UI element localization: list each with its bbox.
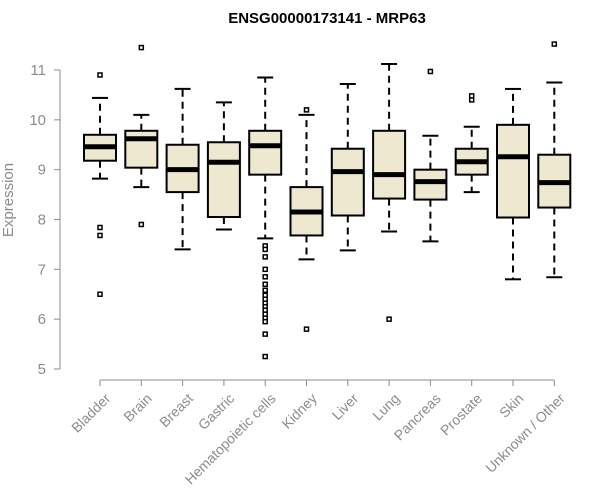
y-tick-label: 5 [38,361,46,378]
x-tick-label: Bladder [68,390,114,436]
outlier-point [262,246,268,253]
iqr-box [248,129,283,176]
outlier-point [138,221,145,228]
x-tick-label: Breast [156,390,196,430]
chart-title: ENSG00000173141 - MRP63 [228,10,426,27]
iqr-box [330,147,365,217]
outlier-point [262,331,268,337]
iqr-box [372,129,407,200]
y-tick-label: 7 [38,261,46,278]
x-tick-label: Lung [369,390,402,423]
y-tick-label: 9 [38,162,46,179]
y-tick-label: 6 [38,311,46,328]
y-tick-label: 10 [29,112,46,129]
y-tick-label: 11 [30,62,46,79]
iqr-box [496,123,530,219]
outlier-point [97,224,103,231]
outlier-point [262,287,268,294]
outlier-point [262,274,268,280]
outlier-point [386,316,392,322]
x-tick-label: Brain [120,390,154,424]
x-tick-label: Skin [496,390,527,421]
outlier-point [468,97,475,103]
outlier-point [97,232,103,239]
iqr-box [413,168,448,201]
box-unknown-other [537,41,572,279]
box-lung [372,63,407,322]
box-kidney [289,107,324,332]
iqr-box [206,141,241,219]
box-liver [330,82,365,252]
outlier-point [551,41,558,47]
outlier-point [262,318,268,325]
y-axis-label: Expression [0,163,17,237]
box-hematopoietic-cells [248,76,283,360]
outlier-point [262,281,268,288]
outlier-point [262,353,268,360]
outlier-point [303,107,310,113]
outlier-point [97,72,103,78]
box-prostate [454,93,489,194]
outlier-point [138,44,145,51]
boxes-group [83,41,572,360]
outlier-point [427,68,434,75]
x-tick-label: Liver [328,390,361,423]
x-tick-label: Prostate [437,390,485,438]
box-gastric [206,101,241,231]
box-brain [124,44,159,228]
x-tick-label: Kidney [278,390,320,432]
outlier-point [303,326,310,332]
box-pancreas [413,68,448,243]
outlier-point [97,291,103,297]
outlier-point [262,254,268,260]
y-tick-label: 8 [38,212,46,229]
outlier-point [262,266,268,273]
y-axis: 5 6 7 8 9 10 11 [29,62,61,378]
box-skin [496,87,530,281]
box-breast [165,87,200,251]
box-bladder [83,72,117,297]
